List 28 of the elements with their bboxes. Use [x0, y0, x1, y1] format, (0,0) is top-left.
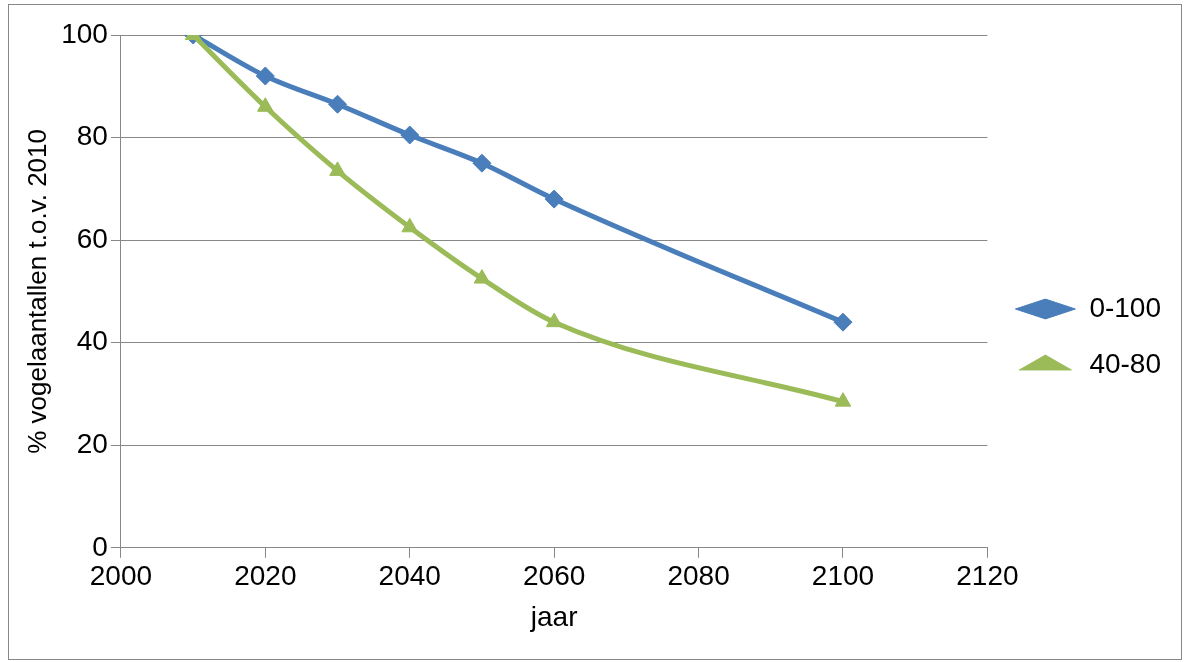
x-tick-label: 2000 — [89, 560, 153, 592]
x-tick-label: 2120 — [956, 560, 1019, 592]
x-axis-title: jaar — [529, 600, 578, 632]
point — [255, 66, 275, 86]
legend-label: 40-80 — [1089, 347, 1162, 379]
point — [472, 153, 492, 173]
x-tick-label: 2100 — [811, 560, 875, 592]
x-tick-label: 2080 — [667, 560, 730, 592]
point — [834, 392, 852, 407]
point — [545, 312, 563, 328]
y-tick-label: 80 — [76, 120, 108, 152]
point — [473, 269, 491, 284]
x-tick-label: 2040 — [378, 560, 441, 592]
point — [400, 125, 420, 145]
point — [544, 189, 564, 209]
y-axis-title: % vogelaantallen t.o.v. 2010 — [21, 129, 52, 454]
y-tick-label: 0 — [92, 530, 108, 562]
point — [328, 94, 348, 114]
point — [833, 312, 853, 332]
legend-label: 0-100 — [1089, 291, 1162, 323]
y-tick-label: 100 — [61, 17, 108, 49]
x-tick-label: 2020 — [234, 560, 297, 592]
y-tick-label: 40 — [76, 325, 108, 357]
y-tick-label: 60 — [76, 222, 108, 254]
x-tick-label: 2060 — [523, 560, 586, 592]
y-tick-label: 20 — [76, 427, 108, 459]
point — [329, 161, 346, 176]
point — [401, 217, 419, 233]
